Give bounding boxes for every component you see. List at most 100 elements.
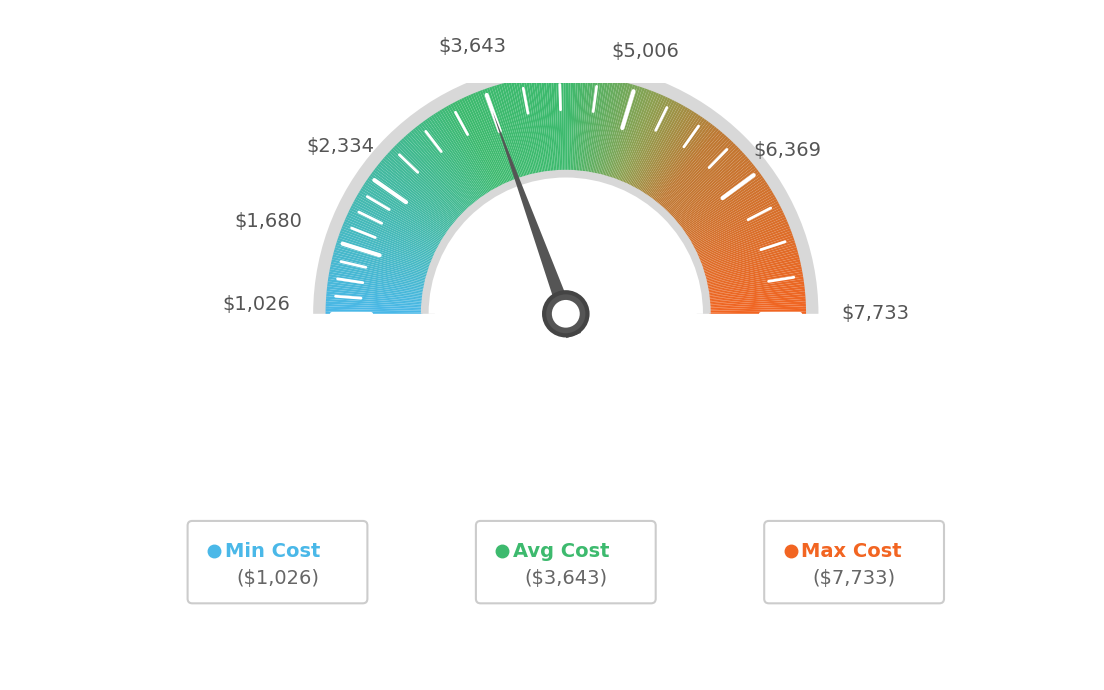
Wedge shape (371, 172, 450, 230)
Wedge shape (700, 230, 792, 266)
Wedge shape (349, 210, 437, 253)
Text: Avg Cost: Avg Cost (513, 542, 609, 561)
Wedge shape (698, 221, 788, 260)
Wedge shape (418, 124, 479, 201)
Wedge shape (675, 158, 750, 222)
Wedge shape (448, 105, 497, 190)
Wedge shape (431, 115, 487, 196)
Wedge shape (331, 262, 426, 284)
Wedge shape (682, 175, 763, 233)
Wedge shape (359, 190, 443, 242)
Wedge shape (630, 101, 677, 188)
Wedge shape (506, 82, 532, 176)
Wedge shape (702, 240, 795, 271)
Wedge shape (691, 197, 776, 245)
Wedge shape (326, 304, 423, 309)
Wedge shape (555, 75, 561, 172)
Wedge shape (336, 242, 429, 273)
Wedge shape (470, 94, 510, 183)
Wedge shape (396, 144, 466, 213)
Wedge shape (408, 132, 474, 206)
Wedge shape (335, 247, 428, 275)
Wedge shape (680, 170, 758, 229)
Wedge shape (332, 257, 426, 282)
Wedge shape (442, 108, 492, 192)
Wedge shape (337, 240, 429, 271)
Wedge shape (338, 237, 429, 270)
Wedge shape (333, 252, 427, 278)
Wedge shape (699, 226, 790, 263)
Wedge shape (679, 168, 757, 228)
Wedge shape (608, 86, 640, 178)
Wedge shape (659, 133, 724, 207)
Wedge shape (358, 193, 443, 243)
Text: $3,643: $3,643 (438, 37, 507, 56)
Wedge shape (620, 92, 659, 182)
Wedge shape (701, 235, 794, 268)
Wedge shape (428, 117, 486, 197)
Wedge shape (333, 250, 427, 277)
Wedge shape (421, 170, 711, 314)
Wedge shape (709, 286, 805, 299)
Wedge shape (326, 309, 423, 313)
Wedge shape (531, 77, 546, 173)
Wedge shape (686, 184, 768, 237)
Wedge shape (596, 80, 618, 175)
Wedge shape (487, 88, 520, 179)
Wedge shape (327, 289, 423, 300)
Wedge shape (709, 302, 806, 308)
Wedge shape (509, 81, 533, 175)
Wedge shape (639, 108, 690, 192)
Wedge shape (336, 245, 428, 274)
Wedge shape (666, 144, 735, 213)
Wedge shape (651, 122, 711, 200)
Wedge shape (606, 85, 635, 177)
Wedge shape (439, 110, 491, 193)
Wedge shape (381, 159, 456, 223)
Wedge shape (633, 102, 679, 188)
Wedge shape (328, 277, 424, 293)
Wedge shape (580, 76, 591, 172)
Wedge shape (347, 215, 435, 256)
Wedge shape (603, 83, 630, 177)
Wedge shape (392, 147, 464, 215)
Wedge shape (314, 63, 818, 314)
Wedge shape (708, 282, 804, 296)
Wedge shape (543, 76, 554, 172)
Wedge shape (689, 190, 773, 242)
Wedge shape (704, 252, 798, 278)
Wedge shape (677, 164, 754, 226)
Wedge shape (327, 291, 423, 302)
Wedge shape (385, 154, 459, 219)
Wedge shape (662, 138, 730, 210)
Wedge shape (523, 79, 542, 174)
Wedge shape (373, 170, 452, 229)
Wedge shape (648, 118, 705, 198)
Wedge shape (330, 264, 425, 286)
Wedge shape (413, 128, 476, 204)
Wedge shape (626, 97, 668, 185)
Wedge shape (485, 88, 519, 180)
Wedge shape (329, 272, 425, 290)
Wedge shape (326, 299, 423, 306)
Wedge shape (379, 161, 455, 224)
Wedge shape (332, 255, 427, 280)
Wedge shape (624, 96, 666, 184)
Wedge shape (709, 309, 806, 313)
Wedge shape (635, 105, 683, 190)
Wedge shape (348, 212, 436, 255)
Wedge shape (326, 294, 423, 304)
Wedge shape (503, 83, 530, 176)
Wedge shape (704, 255, 799, 280)
Wedge shape (655, 127, 716, 203)
Polygon shape (302, 314, 829, 545)
Wedge shape (696, 212, 784, 255)
Wedge shape (357, 195, 442, 244)
Wedge shape (613, 88, 647, 180)
Wedge shape (588, 78, 606, 173)
Wedge shape (702, 242, 796, 273)
Wedge shape (497, 85, 526, 177)
Wedge shape (660, 135, 726, 208)
Wedge shape (656, 128, 719, 204)
Wedge shape (329, 269, 425, 288)
